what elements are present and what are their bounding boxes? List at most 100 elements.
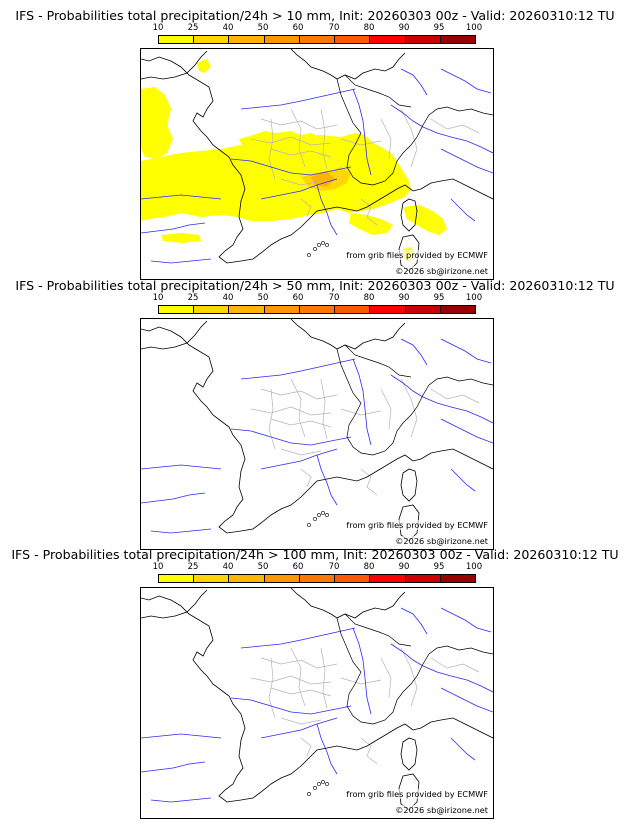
admin-boundary — [400, 647, 418, 707]
legend-tick-label: 40 — [222, 562, 234, 572]
admin-boundary — [380, 388, 392, 430]
coastline — [430, 178, 493, 200]
river — [240, 358, 356, 380]
river — [450, 198, 476, 222]
legend-tick-label: 10 — [152, 23, 164, 33]
coastline — [290, 319, 406, 350]
river — [141, 492, 206, 504]
river — [150, 258, 212, 264]
river — [240, 627, 356, 649]
forecast-panel-10mm: IFS - Probabilities total precipitation/… — [0, 0, 630, 280]
legend-tick-label: 40 — [222, 23, 234, 33]
legend-swatch — [264, 306, 300, 313]
river — [440, 338, 492, 364]
river — [141, 194, 222, 200]
precip-area-10-25 — [141, 87, 173, 159]
admin-boundary — [360, 468, 378, 496]
island-outline — [317, 782, 321, 786]
precip-area-10-25 — [141, 133, 411, 221]
river — [400, 607, 428, 635]
map-canvas — [141, 49, 493, 272]
river — [440, 418, 493, 444]
river — [260, 178, 338, 200]
legend-swatch — [229, 36, 265, 43]
island-outline — [400, 468, 418, 502]
island-outline — [325, 782, 329, 786]
panel-title: IFS - Probabilities total precipitation/… — [15, 278, 615, 293]
legend-swatch — [194, 575, 230, 582]
precip-map: from grib files provided by ECMWF ©2026 … — [140, 587, 494, 819]
admin-boundary — [340, 677, 382, 685]
river — [390, 374, 493, 424]
country-border — [336, 78, 493, 186]
river — [390, 643, 493, 693]
admin-boundary — [340, 408, 382, 416]
river — [230, 428, 352, 446]
river — [450, 737, 476, 761]
panel-title: IFS - Probabilities total precipitation/… — [15, 8, 615, 23]
coastline — [430, 717, 493, 739]
coastline — [141, 326, 432, 534]
island-outline — [325, 243, 329, 247]
river — [352, 627, 372, 715]
island-outline — [317, 513, 321, 517]
legend-tick-label: 100 — [465, 23, 483, 33]
legend-swatch — [159, 575, 195, 582]
admin-boundary — [250, 406, 332, 416]
legend-tick-label: 70 — [328, 562, 340, 572]
island-outline — [307, 523, 311, 527]
country-border — [344, 344, 412, 378]
river — [141, 222, 206, 234]
map-canvas — [141, 319, 493, 542]
legend-tick-label: 95 — [433, 562, 445, 572]
river — [440, 687, 493, 713]
admin-boundary — [380, 657, 392, 699]
legend-color-bar — [158, 305, 476, 314]
country-border — [344, 74, 412, 108]
admin-boundary — [360, 198, 378, 226]
legend-swatch — [405, 575, 441, 582]
precip-area-10-25 — [197, 59, 211, 73]
admin-boundary — [430, 388, 480, 404]
probability-legend: 10 25 40 50 60 70 80 90 95 100 — [153, 562, 482, 583]
legend-tick-label: 60 — [292, 23, 304, 33]
island-outline — [307, 792, 311, 796]
source-credit: from grib files provided by ECMWF — [345, 520, 489, 530]
admin-boundary — [268, 118, 276, 180]
admin-boundary — [360, 737, 378, 765]
admin-boundary — [268, 388, 276, 450]
admin-boundary — [290, 647, 306, 707]
coastline — [141, 595, 432, 803]
legend-tick-label: 25 — [187, 293, 199, 303]
river — [316, 723, 338, 775]
legend-tick-label: 80 — [363, 293, 375, 303]
legend-tick-label: 50 — [257, 562, 269, 572]
legend-tick-label: 90 — [398, 293, 410, 303]
coastline — [141, 589, 208, 619]
river — [390, 104, 493, 154]
river — [260, 448, 338, 470]
legend-swatch — [229, 575, 265, 582]
river — [440, 68, 492, 94]
legend-swatch — [440, 575, 475, 582]
precip-area-10-25 — [161, 233, 201, 243]
legend-swatch — [194, 306, 230, 313]
island-outline — [400, 737, 418, 771]
legend-tick-label: 90 — [398, 562, 410, 572]
legend-tick-label: 10 — [152, 293, 164, 303]
admin-boundary — [290, 378, 306, 438]
river — [450, 468, 476, 492]
legend-tick-label: 70 — [328, 23, 340, 33]
admin-boundary — [250, 675, 332, 685]
legend-tick-label: 10 — [152, 562, 164, 572]
legend-tick-label: 95 — [433, 293, 445, 303]
river — [150, 797, 212, 803]
legend-tick-label: 100 — [465, 562, 483, 572]
island-outline — [400, 198, 418, 232]
legend-tick-label: 100 — [465, 293, 483, 303]
admin-boundary — [280, 717, 322, 725]
island-outline — [317, 243, 321, 247]
legend-tick-label: 70 — [328, 293, 340, 303]
legend-color-bar — [158, 35, 476, 44]
legend-tick-label: 60 — [292, 293, 304, 303]
